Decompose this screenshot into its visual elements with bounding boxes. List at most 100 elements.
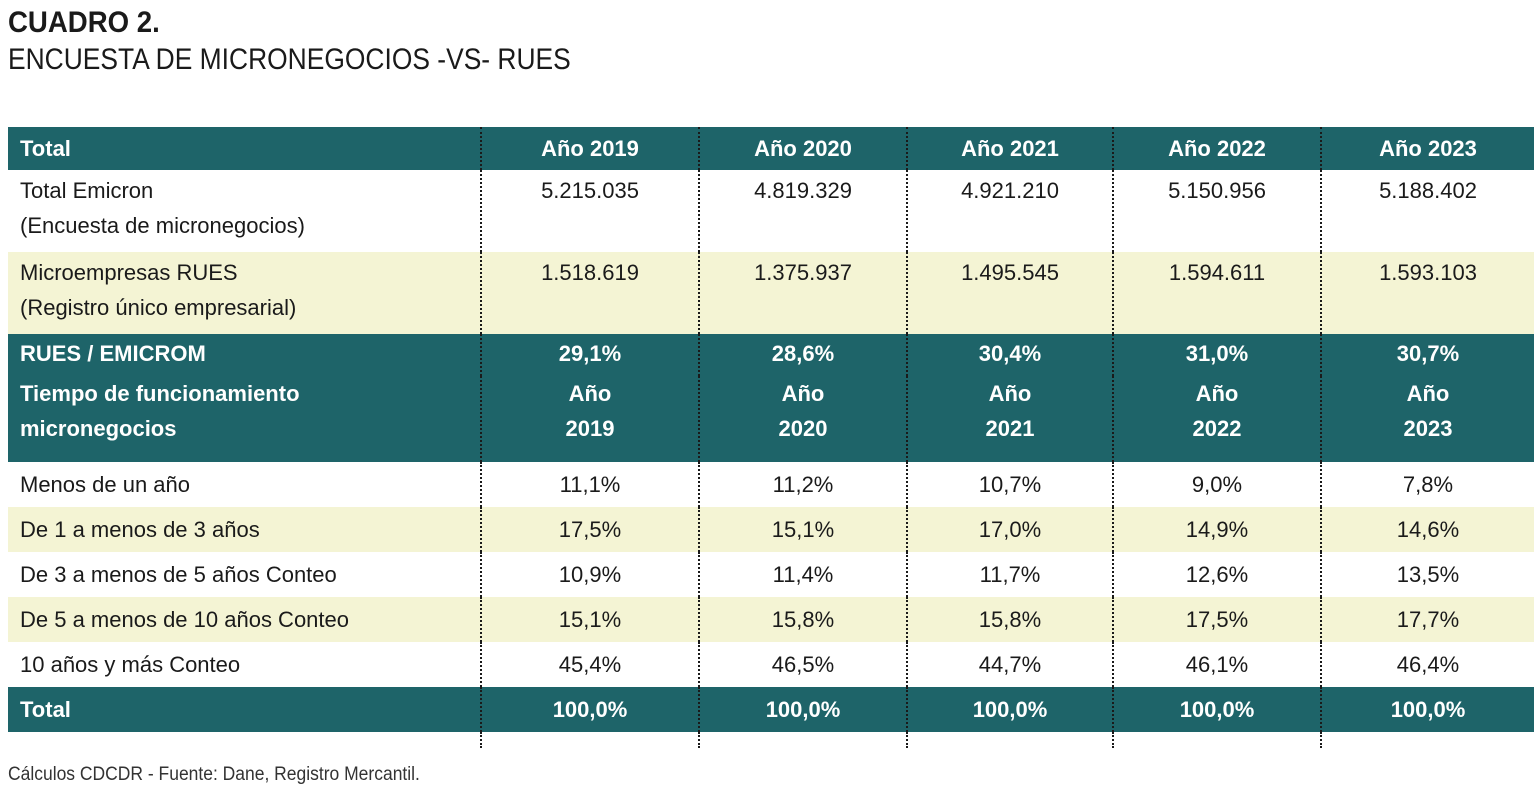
year-header-cell: Año 2023	[1320, 376, 1534, 462]
cell-value: 11,7%	[906, 552, 1113, 597]
cell-value: 10,7%	[906, 462, 1113, 507]
source-note: Cálculos CDCDR - Fuente: Dane, Registro …	[8, 764, 420, 785]
cell-value: 1.518.619	[480, 252, 699, 334]
header-label: Total	[8, 127, 481, 170]
cell-value: 4.921.210	[906, 170, 1113, 252]
cell-value: 31,0%	[1112, 334, 1321, 376]
cell-value: 15,8%	[698, 597, 907, 642]
table-row: De 1 a menos de 3 años 17,5% 15,1% 17,0%…	[8, 507, 1534, 552]
table-row-rues: Microempresas RUES (Registro único empre…	[8, 252, 1534, 334]
spacer-cell	[480, 732, 699, 748]
cell-value: 11,4%	[698, 552, 907, 597]
spacer-cell	[906, 732, 1113, 748]
cell-value: 5.215.035	[480, 170, 699, 252]
year-number: 2023	[1403, 416, 1453, 441]
year-number: 2021	[985, 416, 1035, 441]
row-label-line1: Microempresas RUES	[20, 260, 238, 285]
cell-value: 100,0%	[906, 687, 1113, 732]
table-row-total: Total 100,0% 100,0% 100,0% 100,0% 100,0%	[8, 687, 1534, 732]
table-bottom-spacer	[8, 732, 1534, 748]
row-label: Microempresas RUES (Registro único empre…	[8, 252, 481, 334]
year-word: Año	[1406, 381, 1450, 406]
row-label-line2: micronegocios	[20, 416, 177, 441]
cell-value: 17,5%	[480, 507, 699, 552]
table-row: De 5 a menos de 10 años Conteo 15,1% 15,…	[8, 597, 1534, 642]
cell-value: 45,4%	[480, 642, 699, 687]
cell-value: 13,5%	[1320, 552, 1534, 597]
cell-value: 11,1%	[480, 462, 699, 507]
cell-value: 46,4%	[1320, 642, 1534, 687]
cell-value: 100,0%	[1112, 687, 1321, 732]
table-row: 10 años y más Conteo 45,4% 46,5% 44,7% 4…	[8, 642, 1534, 687]
cell-value: 5.188.402	[1320, 170, 1534, 252]
cell-value: 100,0%	[698, 687, 907, 732]
cell-value: 29,1%	[480, 334, 699, 376]
table-row-tiempo-header: Tiempo de funcionamiento micronegocios A…	[8, 376, 1534, 462]
cell-value: 11,2%	[698, 462, 907, 507]
cell-value: 46,5%	[698, 642, 907, 687]
header-year-2019: Año 2019	[480, 127, 699, 170]
header-year-2021: Año 2021	[906, 127, 1113, 170]
year-word: Año	[568, 381, 612, 406]
cell-value: 10,9%	[480, 552, 699, 597]
cell-value: 15,1%	[698, 507, 907, 552]
cell-value: 17,5%	[1112, 597, 1321, 642]
cell-value: 12,6%	[1112, 552, 1321, 597]
year-word: Año	[781, 381, 825, 406]
row-label: RUES / EMICROM	[8, 334, 481, 376]
header-row: Total Año 2019 Año 2020 Año 2021 Año 202…	[8, 127, 1534, 170]
header-year-2022: Año 2022	[1112, 127, 1321, 170]
row-label: 10 años y más Conteo	[8, 642, 481, 687]
row-label: Tiempo de funcionamiento micronegocios	[8, 376, 481, 462]
header-year-2023: Año 2023	[1320, 127, 1534, 170]
cell-value: 44,7%	[906, 642, 1113, 687]
year-word: Año	[988, 381, 1032, 406]
cell-value: 1.375.937	[698, 252, 907, 334]
row-label-line2: (Encuesta de micronegocios)	[20, 213, 305, 238]
row-label: De 3 a menos de 5 años Conteo	[8, 552, 481, 597]
cell-value: 14,9%	[1112, 507, 1321, 552]
year-header-cell: Año 2020	[698, 376, 907, 462]
cell-value: 17,0%	[906, 507, 1113, 552]
year-word: Año	[1195, 381, 1239, 406]
cell-value: 1.495.545	[906, 252, 1113, 334]
row-label-line1: Tiempo de funcionamiento	[20, 381, 300, 406]
cell-value: 17,7%	[1320, 597, 1534, 642]
cell-value: 15,1%	[480, 597, 699, 642]
spacer-cell	[698, 732, 907, 748]
year-header-cell: Año 2019	[480, 376, 699, 462]
spacer-cell	[1112, 732, 1321, 748]
row-label: De 1 a menos de 3 años	[8, 507, 481, 552]
table-row: De 3 a menos de 5 años Conteo 10,9% 11,4…	[8, 552, 1534, 597]
cell-value: 5.150.956	[1112, 170, 1321, 252]
cell-value: 30,4%	[906, 334, 1113, 376]
document-title-block: CUADRO 2. ENCUESTA DE MICRONEGOCIOS -VS-…	[8, 4, 648, 78]
year-header-cell: Año 2021	[906, 376, 1113, 462]
cell-value: 28,6%	[698, 334, 907, 376]
row-label: De 5 a menos de 10 años Conteo	[8, 597, 481, 642]
cell-value: 30,7%	[1320, 334, 1534, 376]
header-year-2020: Año 2020	[698, 127, 907, 170]
cell-value: 1.594.611	[1112, 252, 1321, 334]
data-table-wrapper: Total Año 2019 Año 2020 Año 2021 Año 202…	[8, 127, 1534, 748]
row-label: Menos de un año	[8, 462, 481, 507]
table-row-emicron: Total Emicron (Encuesta de micronegocios…	[8, 170, 1534, 252]
cell-value: 46,1%	[1112, 642, 1321, 687]
row-label: Total	[8, 687, 481, 732]
row-label-line2: (Registro único empresarial)	[20, 295, 297, 320]
data-table: Total Año 2019 Año 2020 Año 2021 Año 202…	[8, 127, 1534, 748]
spacer-cell	[1320, 732, 1534, 748]
cell-value: 15,8%	[906, 597, 1113, 642]
spacer-cell	[8, 732, 481, 748]
cell-value: 1.593.103	[1320, 252, 1534, 334]
cell-value: 7,8%	[1320, 462, 1534, 507]
table-row-ratio: RUES / EMICROM 29,1% 28,6% 30,4% 31,0% 3…	[8, 334, 1534, 376]
cell-value: 100,0%	[1320, 687, 1534, 732]
table-number: CUADRO 2.	[8, 6, 160, 39]
row-label: Total Emicron (Encuesta de micronegocios…	[8, 170, 481, 252]
year-header-cell: Año 2022	[1112, 376, 1321, 462]
table-title: ENCUESTA DE MICRONEGOCIOS -VS- RUES	[8, 43, 571, 76]
year-number: 2019	[565, 416, 615, 441]
cell-value: 4.819.329	[698, 170, 907, 252]
year-number: 2022	[1192, 416, 1242, 441]
